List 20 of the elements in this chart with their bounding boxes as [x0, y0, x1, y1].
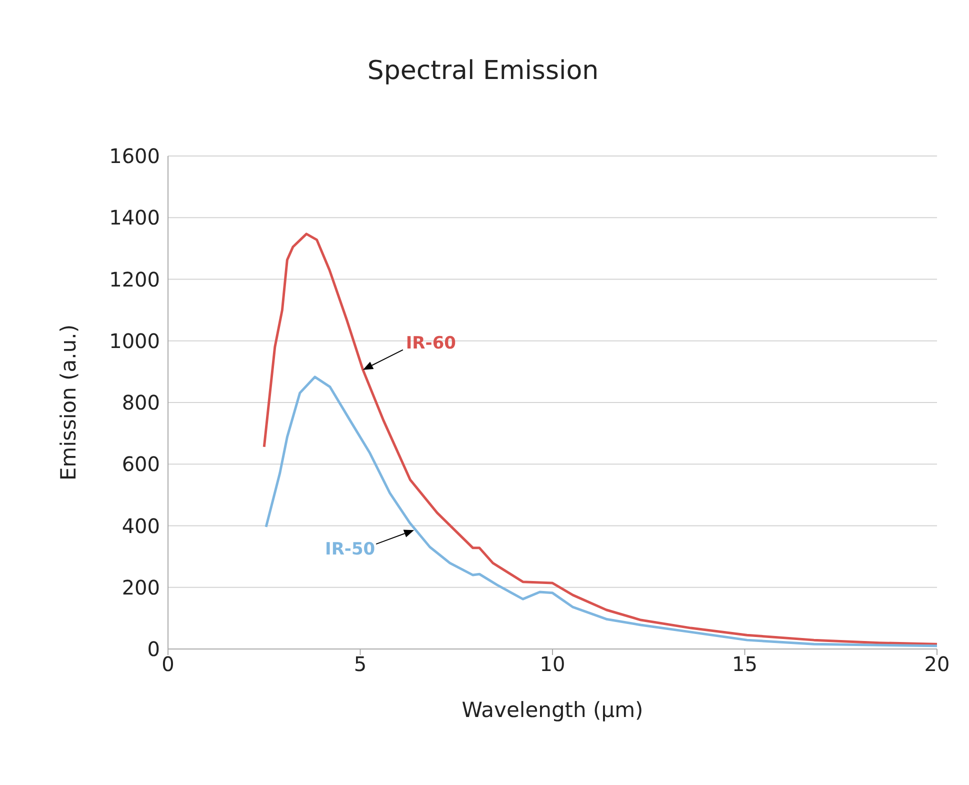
y-tick-label: 0: [147, 637, 160, 662]
line-series: [262, 232, 937, 646]
x-tick-label: 15: [732, 652, 758, 676]
y-axis-title: Emission (a.u.): [56, 324, 80, 481]
y-tick-label: 600: [122, 452, 160, 476]
x-tick-label: 5: [354, 652, 367, 676]
x-tick-label: 20: [924, 652, 950, 676]
y-tick-label: 200: [122, 575, 160, 600]
y-tick-label: 1200: [109, 267, 160, 292]
x-axis-title: Wavelength (µm): [462, 698, 644, 722]
y-tick-label: 800: [122, 390, 160, 415]
y-tick-label: 1400: [109, 206, 160, 230]
line-series: [264, 376, 937, 648]
y-tick-label: 1600: [109, 144, 160, 168]
y-tick-label: 400: [122, 514, 160, 538]
annotation: IR-60: [406, 333, 456, 354]
x-tick-label: 10: [540, 652, 566, 676]
annotation: IR-50: [325, 540, 376, 560]
chart-title: Spectral Emission: [366, 56, 600, 86]
y-tick-label: 1000: [109, 328, 160, 353]
